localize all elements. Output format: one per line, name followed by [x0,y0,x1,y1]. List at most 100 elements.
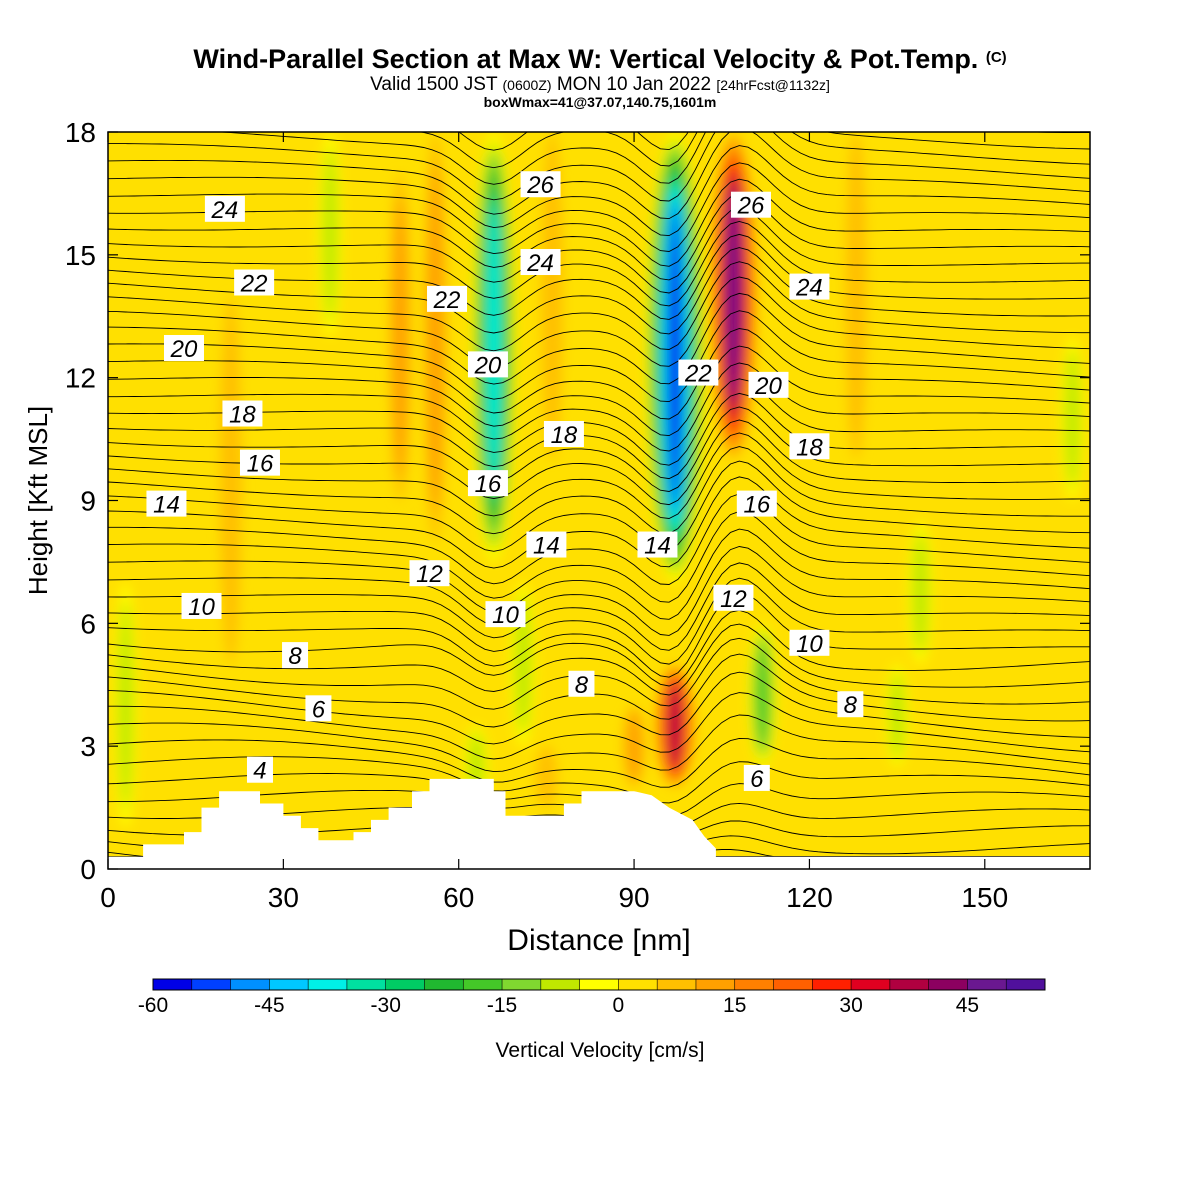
velocity-cell [626,711,642,781]
contour-label: 26 [730,191,771,220]
contour-label: 8 [568,670,595,699]
contour-label-box [246,756,273,783]
theta-contour [108,132,1090,202]
theta-contour [108,460,1090,552]
theta-contour [108,528,1090,620]
theta-contour [108,132,1090,220]
x-tick-label: 150 [961,882,1008,913]
contour-label-text: 20 [170,336,198,363]
colorbar-swatch [308,979,348,990]
axes: 0 30 60 90 120 150 0 3 6 9 12 15 18 [65,117,1090,913]
contour-label-box [520,249,561,276]
contour-label: 10 [181,592,222,621]
theta-contour [108,178,1090,267]
colorbar-swatch [153,979,193,990]
contour-label-text: 26 [737,193,765,220]
theta-contour [108,310,1090,403]
theta-contour [108,276,1090,369]
theta-contour [108,345,1090,437]
contour-label-box [467,470,508,497]
theta-contour [108,756,1090,804]
contour-label-text: 10 [492,602,519,629]
contour-label-box [713,584,754,611]
contour-label: 10 [485,601,526,629]
y-tick-label: 0 [80,854,96,885]
velocity-cell [536,746,557,808]
colorbar-swatch [928,979,968,990]
contour-label: 6 [743,764,770,793]
velocity-cell [322,147,338,322]
contour-label: 20 [163,335,204,363]
velocity-cell [889,671,905,759]
contour-label-box [748,371,789,398]
contour-label-text: 6 [750,766,764,793]
contour-label-text: 12 [416,561,443,588]
contour-label-text: 14 [533,533,560,560]
colorbar-swatch [269,979,309,990]
chart-title-block: Wind-Parallel Section at Max W: Vertical… [0,42,1200,109]
contour-label: 20 [748,371,789,400]
contour-label: 22 [427,285,468,314]
terrain [108,778,1090,869]
contour-label-text: 14 [153,492,180,519]
theta-contour [108,207,1090,294]
colorbar-swatch [1006,979,1046,990]
contour-label: 20 [467,351,508,379]
contour-label: 14 [146,490,187,519]
contour-label-text: 26 [526,172,554,199]
y-axis-label: Height [Kft MSL] [23,406,53,595]
contour-label-text: 10 [796,631,823,658]
chart-title-tag: (C) [985,49,1007,66]
contour-label: 16 [736,490,777,519]
colorbar-swatch [424,979,464,990]
theta-contour [108,714,1090,773]
colorbar-swatch [230,979,270,990]
colorbar-swatch [191,979,232,990]
contour-label-box [520,171,561,198]
velocity-cell [845,132,867,460]
contour-label: 8 [837,691,864,719]
contour-label-text: 14 [644,533,671,560]
contour-label-text: 20 [754,373,782,400]
contour-label: 4 [246,756,273,785]
colorbar-swatch [734,979,775,990]
contour-label: 14 [526,531,567,560]
theta-contour [108,392,1090,480]
velocity-cell [220,295,242,665]
theta-contour [108,145,1090,237]
colorbar-tick-label: 45 [956,994,979,1017]
contour-label-box [234,269,275,296]
contour-label-text: 18 [796,434,823,461]
theta-contour [108,653,1090,728]
contour-label-text: 16 [743,492,770,519]
contour-label-text: 8 [844,692,858,719]
velocity-cell [541,132,563,460]
contour-label-box [485,601,526,628]
contour-label-text: 22 [433,287,461,314]
theta-contour [108,562,1090,651]
contour-label-text: 24 [526,250,554,277]
valid-prefix: Valid 1500 JST [370,74,498,95]
velocity-cell [488,207,499,487]
colorbar-swatch [851,979,891,990]
contour-label-box [736,490,777,517]
colorbar-label: Vertical Velocity [cm/s] [496,1039,705,1062]
contour-label-box [305,695,332,722]
chart-title: Wind-Parallel Section at Max W: Vertical… [0,42,1200,75]
theta-contour [108,737,1090,788]
colorbar-swatch [967,979,1007,990]
x-axis-label: Distance [nm] [507,924,690,957]
contour-label-box [637,531,678,558]
theta-contour [108,328,1090,420]
contour-label: 26 [520,171,561,199]
contour-label-text: 10 [188,594,215,621]
contour-label-text: 16 [475,471,502,498]
colorbar-swatch [346,979,387,990]
x-tick-label: 120 [786,882,833,913]
y-tick-label: 9 [80,486,96,517]
contour-label-box [467,351,508,378]
contour-label: 14 [637,531,678,560]
contour-label-text: 18 [551,422,578,449]
contour-label: 12 [713,584,754,613]
colorbar-swatch [385,979,425,990]
